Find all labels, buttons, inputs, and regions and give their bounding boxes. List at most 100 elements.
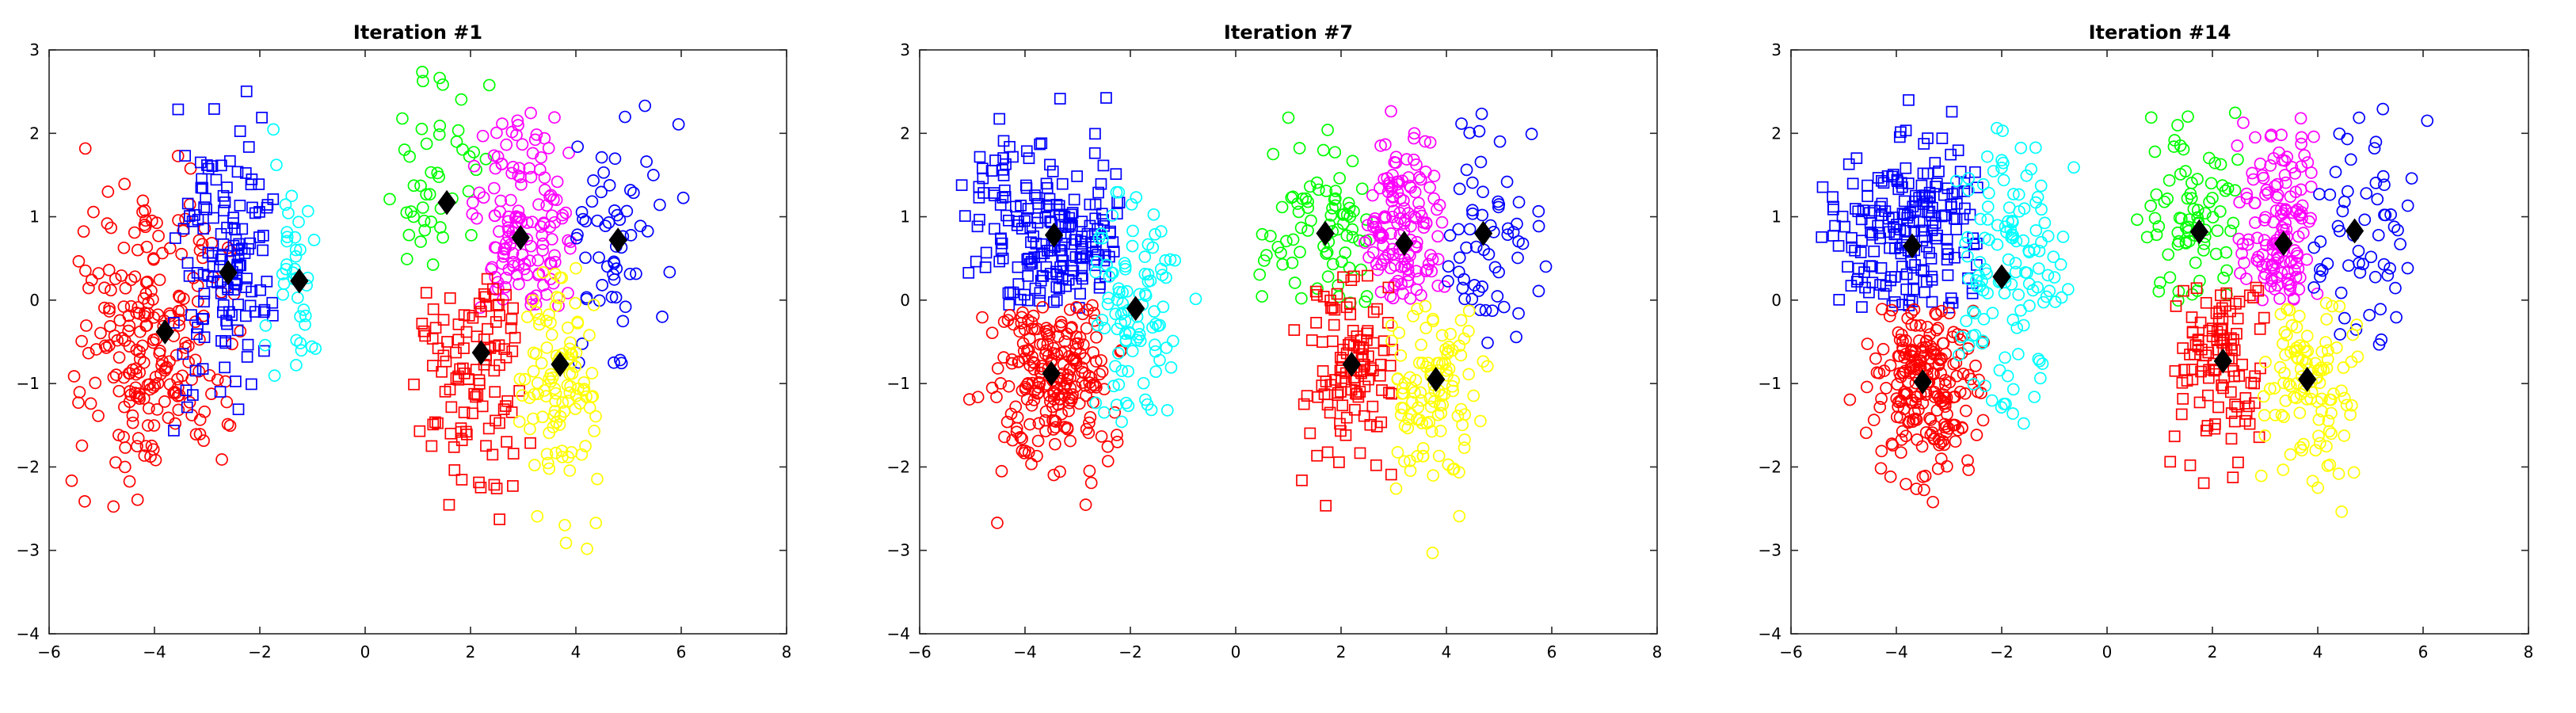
data-point-cyan-circle [1096, 314, 1109, 326]
data-point-green-circle [1259, 249, 1273, 261]
data-point-red-circle [1932, 358, 1945, 372]
data-point-red-square [2245, 376, 2258, 389]
data-point-blue-circle [1476, 280, 1488, 293]
data-point-magenta-circle [1382, 176, 1396, 189]
data-point-red-square [2193, 396, 2206, 409]
data-point-magenta-circle [2295, 131, 2308, 144]
data-point-red-square [1334, 364, 1347, 376]
data-point-blue-square [977, 172, 989, 185]
data-point-magenta-circle [2284, 284, 2296, 297]
data-point-red-circle [77, 225, 90, 238]
data-point-cyan-circle [1125, 198, 1138, 211]
data-point-red-square [2203, 324, 2216, 337]
data-point-cyan-circle [1164, 253, 1177, 266]
data-point-cyan-circle [1962, 184, 1975, 196]
data-point-magenta-circle [543, 220, 557, 234]
data-point-blue-square [962, 266, 975, 279]
data-point-yellow-circle [532, 313, 546, 326]
data-point-magenta-circle [2242, 233, 2255, 246]
x-tick-label: 0 [2102, 642, 2113, 662]
data-point-cyan-circle [2041, 269, 2055, 282]
data-point-blue-square [1002, 287, 1015, 299]
data-point-red-circle [1064, 303, 1077, 316]
data-point-red-circle [1926, 495, 1940, 509]
data-point-magenta-circle [1378, 251, 1392, 265]
data-point-magenta-circle [2271, 279, 2284, 292]
data-point-blue-square [1016, 223, 1028, 234]
data-point-blue-square [1888, 295, 1901, 308]
data-point-blue-square [1856, 234, 1868, 247]
data-point-red-square [1339, 429, 1352, 441]
data-point-blue-circle [2372, 228, 2385, 242]
data-point-yellow-circle [527, 364, 540, 378]
data-point-magenta-circle [1374, 139, 1387, 152]
data-point-magenta-circle [2238, 256, 2250, 269]
data-point-blue-square [216, 306, 229, 318]
data-point-red-square [1354, 386, 1366, 398]
data-point-blue-circle [2365, 250, 2378, 264]
data-point-green-circle [1336, 208, 1350, 221]
data-point-red-circle [1004, 407, 1018, 421]
data-point-red-square [1326, 335, 1339, 348]
data-point-red-square [507, 302, 519, 315]
data-point-yellow-circle [1415, 338, 1427, 352]
data-point-magenta-circle [564, 235, 577, 249]
data-point-magenta-circle [1417, 221, 1431, 234]
data-point-blue-circle [641, 225, 654, 238]
data-point-blue-square [999, 191, 1012, 203]
data-point-red-circle [139, 440, 153, 453]
data-point-blue-square [1938, 189, 1950, 201]
data-point-red-square [448, 464, 461, 476]
data-point-cyan-circle [1168, 254, 1182, 267]
data-point-blue-circle [1465, 204, 1479, 217]
y-tick-label: −1 [1759, 374, 1781, 393]
data-point-blue-square [234, 125, 246, 137]
data-point-blue-square [257, 306, 270, 318]
data-point-green-circle [1317, 143, 1330, 157]
data-point-cyan-circle [2006, 231, 2019, 245]
data-point-cyan-circle [1160, 341, 1173, 354]
data-point-red-square [524, 437, 536, 449]
data-point-blue-square [1037, 270, 1050, 282]
data-point-blue-circle [605, 291, 619, 303]
data-point-cyan-circle [2034, 179, 2048, 193]
data-point-red-square [450, 372, 463, 384]
data-point-blue-square [1942, 269, 1954, 281]
data-point-red-square [509, 331, 521, 344]
data-point-blue-square [246, 173, 258, 185]
data-point-red-circle [1905, 318, 1919, 331]
data-point-green-circle [407, 179, 421, 193]
data-point-green-circle [1267, 147, 1280, 161]
data-point-blue-circle [587, 174, 600, 187]
data-point-yellow-circle [549, 446, 562, 459]
x-tick-label: 6 [1547, 642, 1557, 662]
data-point-yellow-circle [1426, 547, 1439, 559]
data-point-red-square [1328, 318, 1340, 331]
data-point-blue-circle [608, 152, 622, 166]
centroid-marker [2298, 367, 2317, 392]
data-point-green-circle [2185, 177, 2198, 189]
data-point-magenta-circle [485, 263, 497, 276]
data-point-yellow-circle [2288, 345, 2301, 358]
x-tick-label: −4 [143, 642, 166, 662]
data-point-magenta-circle [2304, 180, 2318, 193]
data-point-green-circle [1321, 270, 1335, 283]
data-point-cyan-circle [1092, 231, 1106, 245]
data-point-green-circle [1304, 180, 1317, 193]
data-point-blue-square [1829, 219, 1841, 232]
data-point-yellow-circle [1441, 347, 1454, 360]
data-point-yellow-circle [527, 294, 539, 307]
data-point-red-square [2177, 342, 2189, 354]
y-tick-label: −4 [887, 624, 910, 643]
data-point-blue-circle [1512, 307, 1525, 320]
data-point-green-circle [2183, 213, 2196, 227]
data-point-blue-circle [2401, 199, 2414, 212]
data-point-green-circle [1328, 193, 1341, 206]
data-point-yellow-circle [2294, 387, 2307, 401]
data-point-blue-square [1880, 280, 1892, 292]
data-point-red-circle [1942, 422, 1956, 435]
data-point-cyan-circle [1986, 307, 1999, 319]
data-point-cyan-circle [1122, 399, 1135, 413]
data-point-magenta-circle [2295, 137, 2307, 151]
